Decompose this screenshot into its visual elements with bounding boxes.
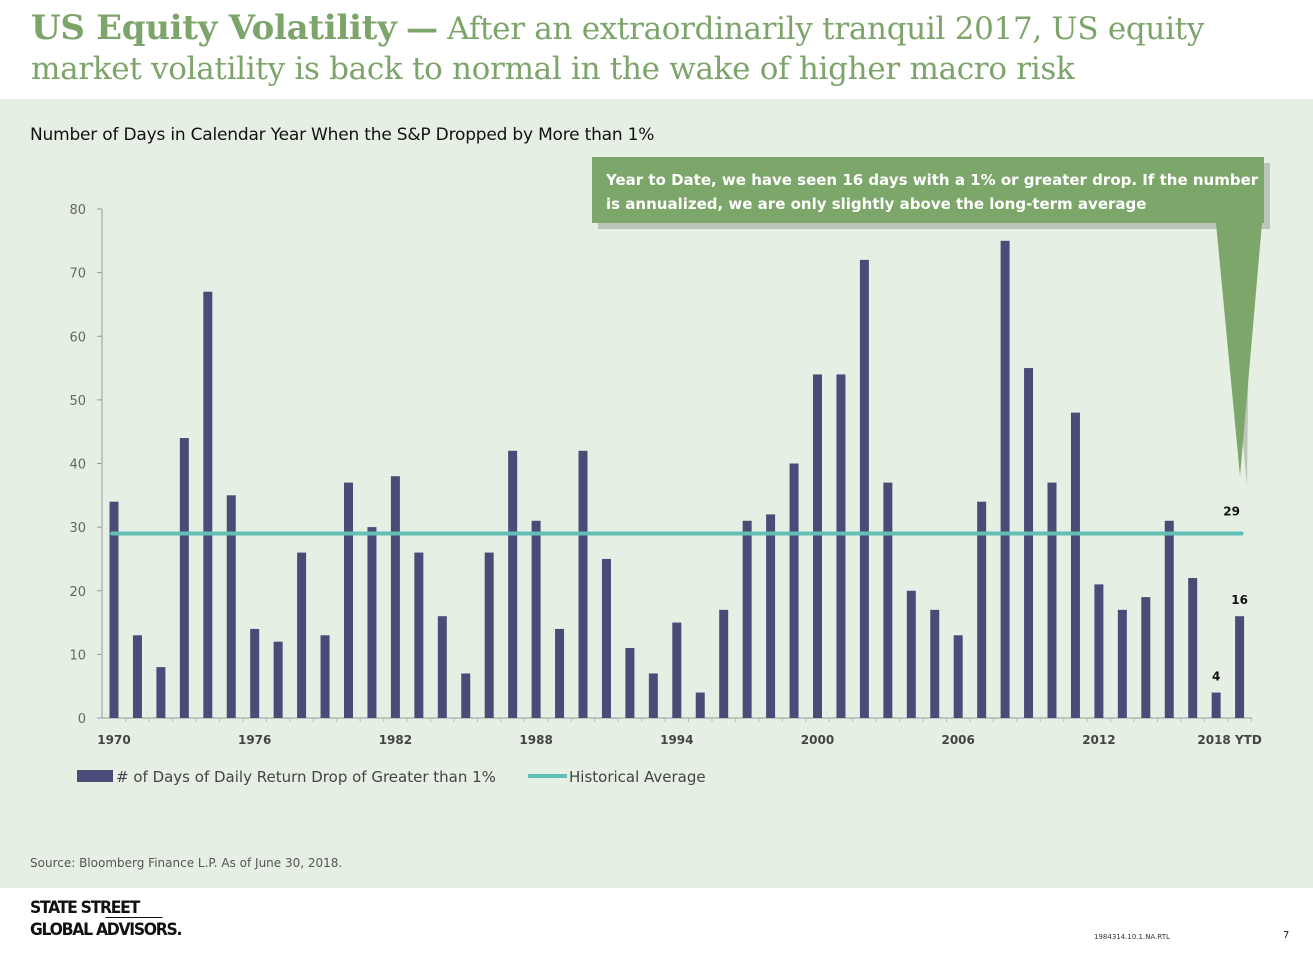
bar [461, 673, 471, 718]
bar [484, 552, 494, 718]
chart-panel [0, 99, 1313, 888]
bar [555, 628, 565, 718]
x-tick-label: 1994 [660, 733, 693, 747]
callout-text-line: Year to Date, we have seen 16 days with … [605, 171, 1259, 189]
bar [250, 628, 260, 718]
x-tick-label: 2018 YTD [1197, 733, 1261, 747]
bar [977, 501, 987, 718]
page-number: 7 [1283, 930, 1290, 941]
bar [1024, 368, 1034, 718]
callout-shape [592, 157, 1264, 476]
bar [766, 514, 776, 718]
bar [1141, 597, 1151, 718]
page-title: US Equity Volatility — After an extraord… [31, 8, 1301, 89]
bar [813, 374, 822, 718]
bar [601, 558, 611, 718]
bar [508, 450, 518, 718]
bar [1164, 520, 1174, 718]
x-tick-label: 1970 [97, 733, 130, 747]
bar [367, 527, 377, 718]
state-street-logo: STATE STREET GLOBAL ADVISORS. [30, 897, 182, 941]
y-tick-label: 70 [69, 267, 86, 282]
callout-text-line: is annualized, we are only slightly abov… [606, 195, 1146, 213]
bar [578, 450, 588, 718]
y-tick-label: 10 [69, 648, 86, 663]
x-tick-label: 2012 [1082, 733, 1115, 747]
bar [531, 520, 541, 718]
bar [320, 635, 330, 718]
bar [1047, 482, 1057, 718]
legend-bar-label: # of Days of Daily Return Drop of Greate… [116, 768, 496, 786]
document-id: 1984314.10.1.NA.RTL [1094, 933, 1170, 941]
x-tick-label: 1988 [519, 733, 552, 747]
bar [297, 552, 307, 718]
bar [883, 482, 893, 718]
bar [203, 291, 213, 718]
bar [836, 374, 846, 718]
bar [672, 622, 682, 718]
bar [719, 609, 729, 718]
y-tick-label: 50 [69, 394, 86, 409]
bar [789, 463, 799, 718]
bar [1211, 692, 1221, 718]
title-rest: After an extraordinarily tranquil 2017, … [31, 11, 1205, 87]
bar [1117, 609, 1127, 718]
x-tick-label: 2006 [941, 733, 974, 747]
source-note: Source: Bloomberg Finance L.P. As of Jun… [30, 856, 343, 870]
bar [906, 590, 916, 718]
bar [1094, 584, 1104, 718]
bar [648, 673, 658, 718]
bar [273, 641, 283, 718]
x-tick-label: 1976 [238, 733, 271, 747]
bar [179, 438, 189, 718]
legend-line-label: Historical Average [569, 768, 706, 786]
title-lead: US Equity Volatility [31, 8, 397, 48]
bar [695, 692, 705, 718]
y-tick-label: 40 [69, 458, 86, 473]
average-value-label: 29 [1223, 504, 1240, 518]
bar [226, 495, 236, 718]
bar [742, 520, 752, 718]
bar [1000, 240, 1010, 718]
x-tick-label: 2000 [801, 733, 834, 747]
logo-line-1: STATE STREET [30, 898, 140, 918]
header [0, 0, 1313, 98]
chart-legend: # of Days of Daily Return Drop of Greate… [77, 768, 706, 786]
bar [953, 635, 963, 718]
logo-line-2: GLOBAL ADVISORS. [30, 920, 182, 940]
bar [390, 476, 400, 718]
y-tick-label: 20 [69, 585, 86, 600]
logo-rule [105, 917, 163, 918]
chart-labels: 29 4 16 [1212, 504, 1248, 683]
bar [1235, 616, 1245, 718]
chart-axes: 0 10 20 30 40 50 60 70 80 1970 1976 1982 1988 1994 200… [69, 203, 1261, 747]
bar [109, 501, 119, 718]
bar [156, 667, 166, 718]
bar [132, 635, 142, 718]
bar [1188, 578, 1198, 718]
title-dash: — [406, 9, 438, 47]
bar [414, 552, 424, 718]
bar [437, 616, 447, 718]
bar [625, 648, 635, 718]
bar-data-label: 16 [1231, 593, 1248, 607]
chart-bars [109, 240, 1245, 718]
legend-bar-swatch [77, 770, 113, 782]
x-tick-label: 1982 [379, 733, 412, 747]
bar [1070, 412, 1080, 718]
bar-data-label: 4 [1212, 670, 1220, 684]
y-tick-label: 80 [69, 203, 86, 218]
y-tick-label: 0 [78, 712, 86, 727]
bar [344, 482, 353, 718]
bar [859, 259, 869, 718]
bar [930, 609, 940, 718]
chart-title: Number of Days in Calendar Year When the… [30, 125, 655, 145]
callout-box: Year to Date, we have seen 16 days with … [592, 157, 1270, 487]
y-tick-label: 60 [69, 330, 86, 345]
y-tick-label: 30 [69, 521, 86, 536]
